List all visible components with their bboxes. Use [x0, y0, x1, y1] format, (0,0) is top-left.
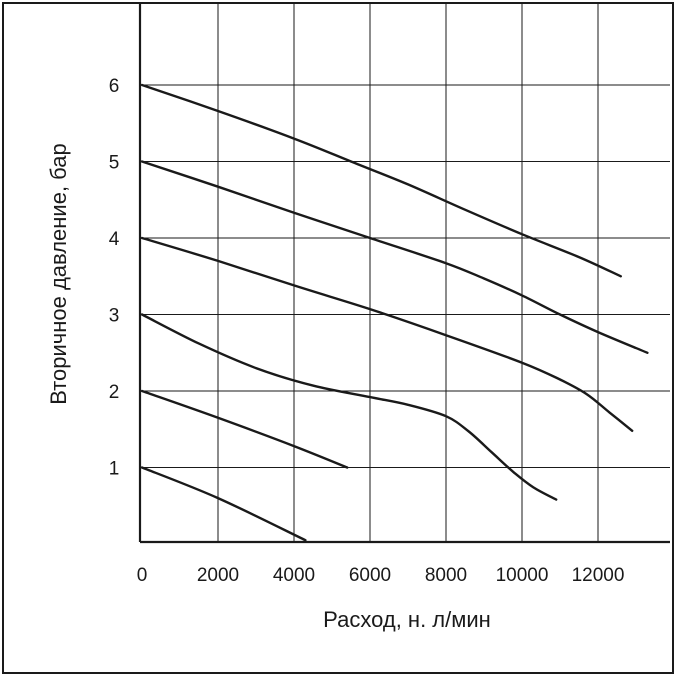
y-axis-label: Вторичное давление, бар [46, 143, 71, 405]
series-line-1 [140, 389, 349, 469]
x-tick-label-4: 8000 [425, 565, 467, 586]
x-tick-label-1: 2000 [197, 565, 239, 586]
x-tick-label-3: 6000 [349, 565, 391, 586]
series-line-0 [140, 466, 307, 542]
axis-layer [138, 4, 670, 544]
y-tick-label-0: 1 [109, 459, 120, 480]
curve-layer [140, 83, 649, 542]
pressure-flow-chart: 0 2000 4000 6000 8000 10000 12000 1 2 3 4 5 6 Расхо… [46, 4, 670, 632]
grid-layer [140, 4, 670, 542]
y-tick-label-2: 3 [109, 306, 120, 327]
y-tick-label-4: 5 [109, 153, 120, 174]
y-tick-label-1: 2 [109, 382, 120, 403]
x-tick-label-0: 0 [137, 565, 148, 586]
series-line-3 [140, 236, 634, 432]
x-tick-label-2: 4000 [273, 565, 315, 586]
series-line-4 [140, 160, 649, 354]
x-tick-labels: 0 2000 4000 6000 8000 10000 12000 [137, 565, 625, 586]
y-tick-labels: 1 2 3 4 5 6 [109, 76, 120, 480]
series-line-2 [140, 313, 558, 501]
series-line-5 [140, 83, 622, 278]
y-tick-label-3: 4 [109, 229, 120, 250]
x-tick-label-6: 12000 [572, 565, 625, 586]
chart-frame: 0 2000 4000 6000 8000 10000 12000 1 2 3 4 5 6 Расхо… [2, 2, 674, 674]
x-axis-label: Расход, н. л/мин [323, 607, 491, 632]
x-tick-label-5: 10000 [496, 565, 549, 586]
y-tick-label-5: 6 [109, 76, 120, 97]
